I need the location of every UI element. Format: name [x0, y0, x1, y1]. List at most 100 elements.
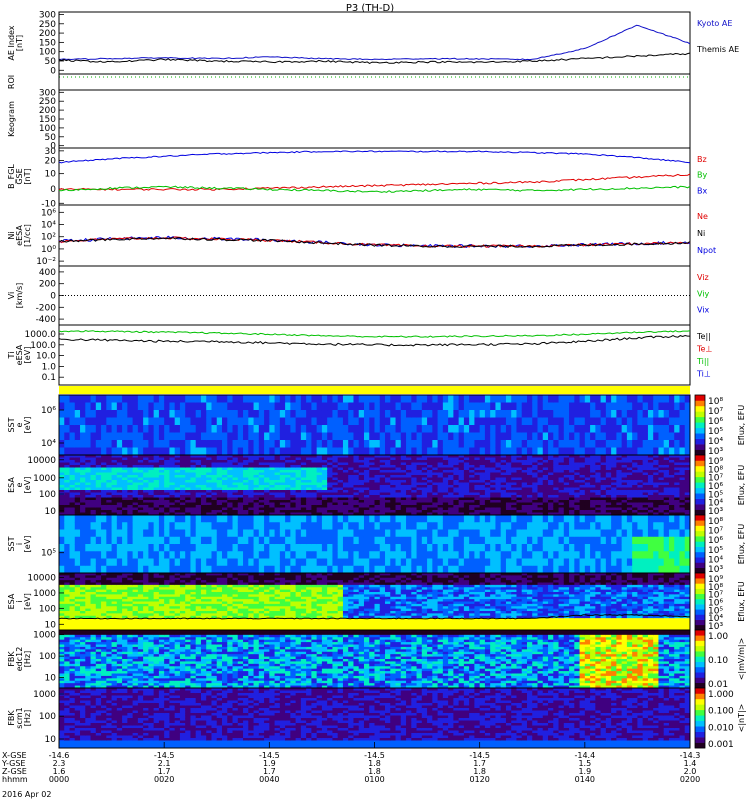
spectrogram-cell	[526, 487, 533, 491]
spectrogram-cell	[95, 551, 102, 559]
spectrogram-cell	[348, 410, 354, 418]
spectrogram-cell	[642, 492, 649, 496]
spectrogram-cell	[590, 477, 596, 481]
spectrogram-cell	[200, 507, 207, 511]
spectrogram-cell	[258, 490, 265, 493]
spectrogram-cell	[574, 512, 581, 516]
spectrogram-cell	[668, 467, 675, 471]
spectrogram-cell	[101, 417, 107, 426]
spectrogram-cell	[469, 475, 475, 478]
spectrogram-cell	[558, 536, 565, 545]
spectrogram-cell	[127, 480, 134, 483]
spectrogram-cell	[153, 432, 160, 441]
spectrogram-cell	[490, 522, 496, 530]
spectrogram-cell	[185, 492, 191, 496]
spectrogram-cell	[663, 457, 670, 461]
spectrogram-cell	[179, 425, 186, 433]
spectrogram-cell	[237, 480, 244, 483]
spectrogram-cell	[637, 510, 644, 513]
spectrogram-cell	[584, 512, 591, 516]
spectrogram-cell	[269, 510, 276, 513]
spectrogram-cell	[516, 440, 523, 448]
spectrogram-cell	[95, 515, 102, 523]
spectrogram-cell	[500, 485, 507, 488]
spectrogram-cell	[579, 410, 586, 418]
colorbar-segment	[695, 455, 705, 461]
spectrogram-cell	[185, 485, 191, 488]
spectrogram-cell	[95, 417, 102, 426]
spectrogram-cell	[637, 558, 644, 567]
spectrogram-cell	[385, 502, 391, 506]
spectrogram-cell	[274, 492, 281, 496]
spectrogram-cell	[642, 507, 649, 511]
spectrogram-cell	[311, 505, 318, 508]
spectrogram-cell	[122, 505, 128, 508]
spectrogram-cell	[101, 495, 107, 498]
spectrogram-cell	[216, 565, 223, 574]
spectrogram-cell	[647, 522, 654, 530]
spectrogram-cell	[232, 536, 239, 545]
spectrogram-cell	[227, 495, 234, 498]
spectrogram-cell	[558, 522, 565, 530]
spectrogram-cell	[595, 551, 602, 559]
spectrogram-cell	[232, 551, 239, 559]
spectrogram-cell	[348, 417, 354, 426]
spectrogram-cell	[484, 529, 491, 538]
spectrogram-cell	[222, 502, 228, 506]
spectrogram-cell	[658, 495, 665, 498]
spectrogram-cell	[132, 485, 139, 488]
spectrogram-cell	[626, 480, 633, 483]
spectrogram-cell	[432, 515, 439, 523]
panel-roi: ROI	[7, 73, 691, 91]
spectrogram-cell	[479, 395, 486, 403]
spectrogram-cell	[200, 558, 207, 567]
spectrogram-cell	[369, 492, 375, 496]
spectrogram-cell	[111, 402, 118, 411]
spectrogram-cell	[206, 515, 212, 523]
spectrogram-cell	[69, 465, 76, 468]
spectrogram-cell	[653, 507, 659, 511]
spectrogram-cell	[453, 472, 460, 476]
spectrogram-cell	[321, 425, 328, 433]
spectrogram-cell	[285, 425, 291, 433]
spectrogram-cell	[122, 480, 128, 483]
spectrogram-cell	[511, 455, 517, 458]
spectrogram-cell	[500, 457, 507, 461]
spectrogram-cell	[558, 497, 565, 501]
spectrogram-cell	[80, 487, 86, 491]
spectrogram-cell	[484, 558, 491, 567]
spectrogram-cell	[637, 502, 644, 506]
spectrogram-cell	[500, 507, 507, 511]
spectrogram-cell	[590, 492, 596, 496]
spectrogram-cell	[526, 492, 533, 496]
spectrogram-cell	[90, 512, 97, 516]
spectrogram-cell	[463, 565, 470, 574]
spectrogram-cell	[101, 565, 107, 574]
spectrogram-cell	[542, 505, 549, 508]
spectrogram-cell	[285, 497, 291, 501]
spectrogram-cell	[274, 465, 281, 468]
spectrogram-cell	[679, 477, 686, 481]
spectrogram-cell	[632, 410, 638, 418]
spectrogram-cell	[679, 417, 686, 426]
spectrogram-cell	[342, 465, 349, 468]
spectrogram-cell	[227, 558, 234, 567]
spectrogram-cell	[95, 477, 102, 481]
spectrogram-cell	[395, 477, 402, 481]
spectrogram-cell	[321, 500, 328, 503]
spectrogram-cell	[279, 507, 286, 511]
spectrogram-cell	[537, 455, 544, 458]
spectrogram-cell	[311, 529, 318, 538]
spectrogram-cell	[190, 529, 197, 538]
spectrogram-cell	[595, 455, 602, 458]
spectrogram-cell	[169, 457, 176, 461]
spectrogram-cell	[274, 485, 281, 488]
y-axis-label: [1/cc]	[23, 224, 32, 247]
spectrogram-cell	[605, 472, 612, 476]
spectrogram-cell	[316, 470, 323, 473]
spectrogram-cell	[406, 487, 412, 491]
colorbar-segment	[695, 449, 705, 456]
spectrogram-cell	[69, 417, 76, 426]
spectrogram-cell	[279, 485, 286, 488]
spectrogram-cell	[684, 475, 691, 478]
